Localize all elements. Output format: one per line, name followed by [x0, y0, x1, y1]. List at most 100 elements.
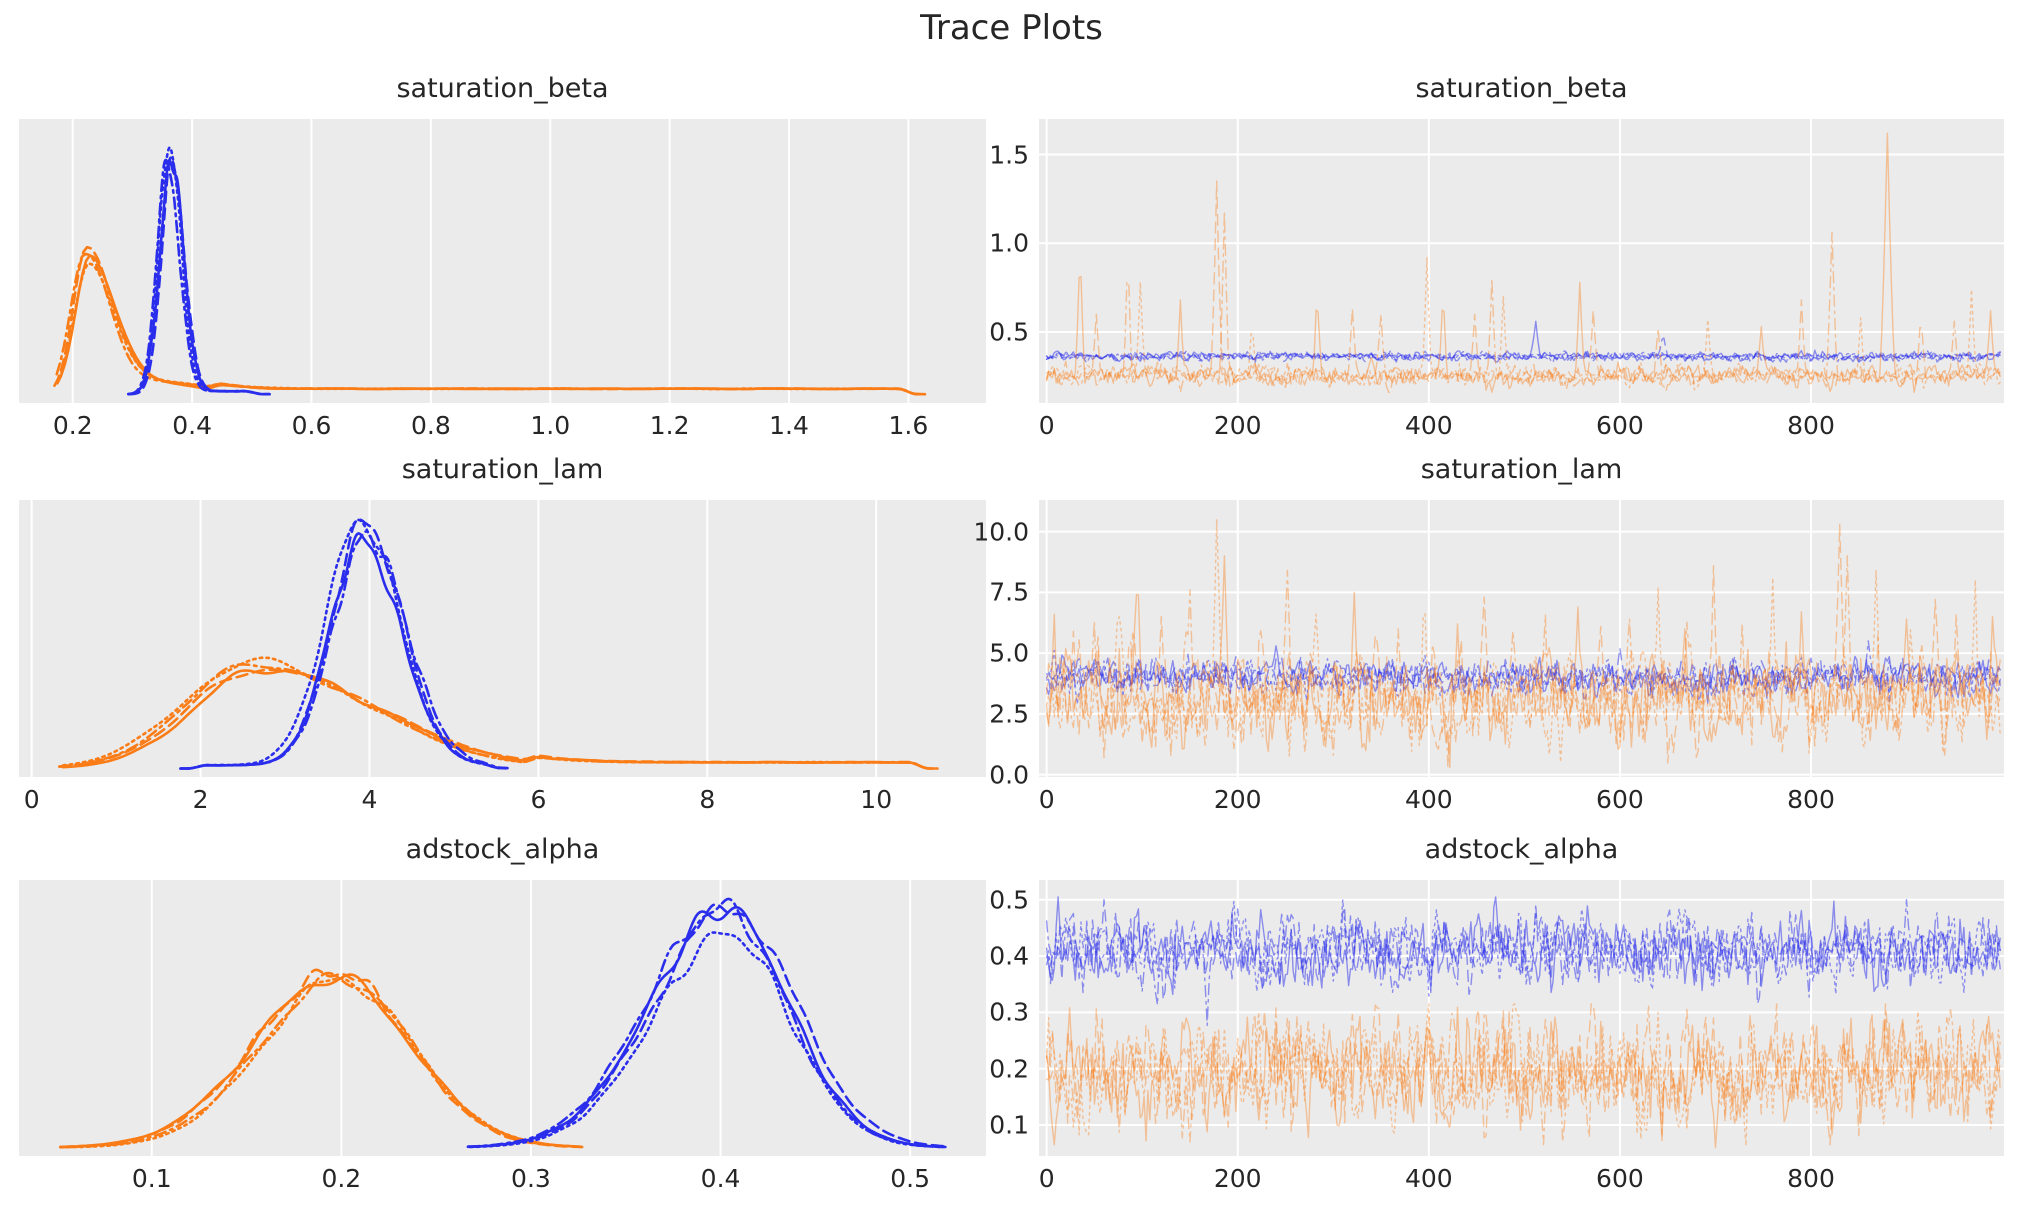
saturation_beta-trace-chains-orange-dotted [1045, 256, 2001, 391]
saturation_lam-trace-chains-orange-solid [1045, 555, 2001, 768]
x-tick-label: 2 [192, 785, 209, 814]
x-tick-label: 0 [23, 785, 40, 814]
x-tick-label: 0.6 [291, 411, 332, 440]
adstock_alpha-density-chain-blue-dotted [468, 931, 945, 1149]
saturation_lam-density-chain-blue-dashed [179, 518, 507, 770]
x-tick-label: 0.2 [321, 1164, 362, 1193]
x-tick-label: 0.4 [700, 1164, 741, 1193]
saturation_lam-density-chain-blue-dotted [179, 518, 509, 770]
subplot-title: saturation_lam [1420, 454, 1623, 485]
y-tick-label: 0.4 [989, 941, 1029, 971]
subplot-title: saturation_beta [1415, 73, 1628, 104]
saturation_beta-density-svg [53, 119, 928, 403]
x-tick-label: 0.5 [890, 1164, 931, 1193]
adstock_alpha-trace-chains-orange-dashdot [1045, 1003, 2001, 1146]
x-tick-label: 8 [699, 785, 716, 814]
x-tick-label: 200 [1213, 785, 1262, 814]
saturation_beta-trace-chains-orange-dashdot [1045, 210, 2001, 394]
subplot-saturation-beta-trace: saturation_beta 0 200 400 600 800 0.5 1.0 1.5 [989, 73, 2004, 440]
x-tick-label: 1.0 [530, 411, 571, 440]
x-tick-label: 0.2 [52, 411, 93, 440]
subplot-title: adstock_alpha [1424, 834, 1619, 865]
plot-panel [19, 500, 986, 777]
saturation_lam-trace-svg [1039, 500, 2004, 777]
x-tick-label: 600 [1596, 785, 1644, 814]
x-tick-label: 0 [1038, 411, 1055, 440]
saturation_beta-trace-chains-orange-solid [1045, 132, 2001, 394]
saturation_lam-trace-chains-blue-dotted [1045, 649, 2001, 705]
adstock_alpha-density-chain-orange-dashdot [60, 971, 584, 1149]
x-tick-label: 6 [530, 785, 547, 814]
plot-panel [1039, 500, 2004, 777]
subplot-adstock-alpha-density: adstock_alpha 0.1 0.2 0.3 0.4 0.5 [19, 834, 986, 1193]
saturation_beta-trace-svg [1039, 119, 2004, 403]
x-tick-label: 200 [1213, 1164, 1262, 1193]
adstock_alpha-trace-chains-orange-solid [1045, 1006, 2001, 1149]
saturation_lam-trace-chains-orange-dashdot [1045, 555, 2001, 768]
adstock_alpha-density-chain-orange-dashed [61, 968, 584, 1149]
x-tick-label: 0 [1038, 1164, 1055, 1193]
x-tick-label: 0 [1038, 785, 1055, 814]
x-tick-label: 400 [1404, 785, 1453, 814]
subplot-saturation-lam-trace: saturation_lam 0 200 400 600 800 0.0 2.5 5.0 7.5… [973, 454, 2004, 814]
plot-panel [19, 880, 986, 1156]
saturation_lam-trace-chains-orange-dashed [1045, 523, 2001, 764]
saturation_beta-density-chain-blue-dashed [127, 156, 271, 396]
x-tick-label: 4 [361, 785, 378, 814]
subplot-title: saturation_lam [401, 454, 604, 485]
x-tick-label: 800 [1787, 411, 1835, 440]
adstock_alpha-trace-chains-blue-dotted [1045, 899, 2001, 997]
saturation_lam-density-chain-orange-dotted [61, 656, 932, 770]
x-tick-label: 200 [1213, 411, 1262, 440]
x-tick-label: 0.8 [410, 411, 451, 440]
subplot-saturation-lam-density: saturation_lam 0 2 4 6 8 10 [19, 454, 986, 814]
y-tick-label: 0.3 [989, 997, 1029, 1027]
y-tick-label: 0.5 [989, 317, 1029, 347]
adstock_alpha-density-chain-orange-solid [58, 973, 582, 1149]
saturation_beta-trace-chains-orange-dashed [1045, 180, 2001, 394]
x-tick-label: 0.4 [172, 411, 212, 440]
saturation_beta-trace-chains-blue-dotted [1045, 349, 2001, 364]
adstock_alpha-density-chain-blue-dashdot [466, 897, 947, 1149]
adstock_alpha-density-chain-blue-dashed [468, 903, 946, 1149]
y-tick-label: 0.5 [989, 885, 1029, 915]
x-tick-label: 400 [1404, 1164, 1453, 1193]
saturation_lam-density-svg [30, 500, 939, 777]
saturation_beta-density-chain-blue-solid [127, 158, 271, 396]
x-tick-label: 0.1 [131, 1164, 172, 1193]
x-tick-label: 1.2 [649, 411, 690, 440]
saturation_lam-density-chain-orange-dashed [57, 668, 939, 770]
plot-panel [1039, 119, 2004, 403]
plot-panel [1039, 880, 2004, 1156]
adstock_alpha-trace-chains-orange-dashed [1045, 1003, 2001, 1146]
x-tick-label: 0.3 [511, 1164, 551, 1193]
saturation_lam-density-chain-blue-solid [179, 532, 509, 770]
y-tick-label: 0.1 [989, 1110, 1029, 1140]
plot-panel [19, 119, 986, 403]
y-tick-label: 1.5 [989, 140, 1029, 169]
x-tick-label: 600 [1596, 1164, 1644, 1193]
x-tick-label: 800 [1787, 785, 1835, 814]
y-tick-label: 0.2 [989, 1054, 1029, 1084]
y-tick-label: 2.5 [989, 699, 1029, 729]
adstock_alpha-trace-chains-blue-solid [1045, 896, 2001, 996]
saturation_lam-density-chain-orange-dashdot [57, 663, 933, 770]
saturation_lam-density-chain-blue-dashdot [180, 529, 509, 770]
y-tick-label: 1.0 [989, 228, 1029, 258]
saturation_beta-trace-chains-blue-dashdot [1045, 350, 2001, 364]
x-tick-label: 1.6 [888, 411, 929, 440]
x-tick-label: 10 [860, 785, 893, 814]
y-tick-label: 10.0 [973, 517, 1029, 547]
saturation_lam-trace-chains-orange-dotted [1045, 518, 2001, 763]
subplot-saturation-beta-density: saturation_beta 0.2 0.4 0.6 0.8 1.0 1.2 1.4 1.6 [19, 73, 986, 440]
saturation_lam-trace-chains-blue-dashdot [1045, 640, 2001, 703]
adstock_alpha-density-chain-blue-solid [466, 905, 946, 1149]
x-tick-label: 1.4 [769, 411, 809, 440]
figure-title: Trace Plots [920, 8, 1103, 48]
adstock_alpha-trace-chains-orange-dotted [1045, 1003, 2001, 1147]
adstock_alpha-density-svg [58, 880, 947, 1156]
saturation_beta-density-chain-blue-dotted [126, 146, 271, 396]
y-tick-label: 7.5 [989, 577, 1029, 607]
adstock_alpha-density-chain-orange-dotted [59, 977, 581, 1149]
